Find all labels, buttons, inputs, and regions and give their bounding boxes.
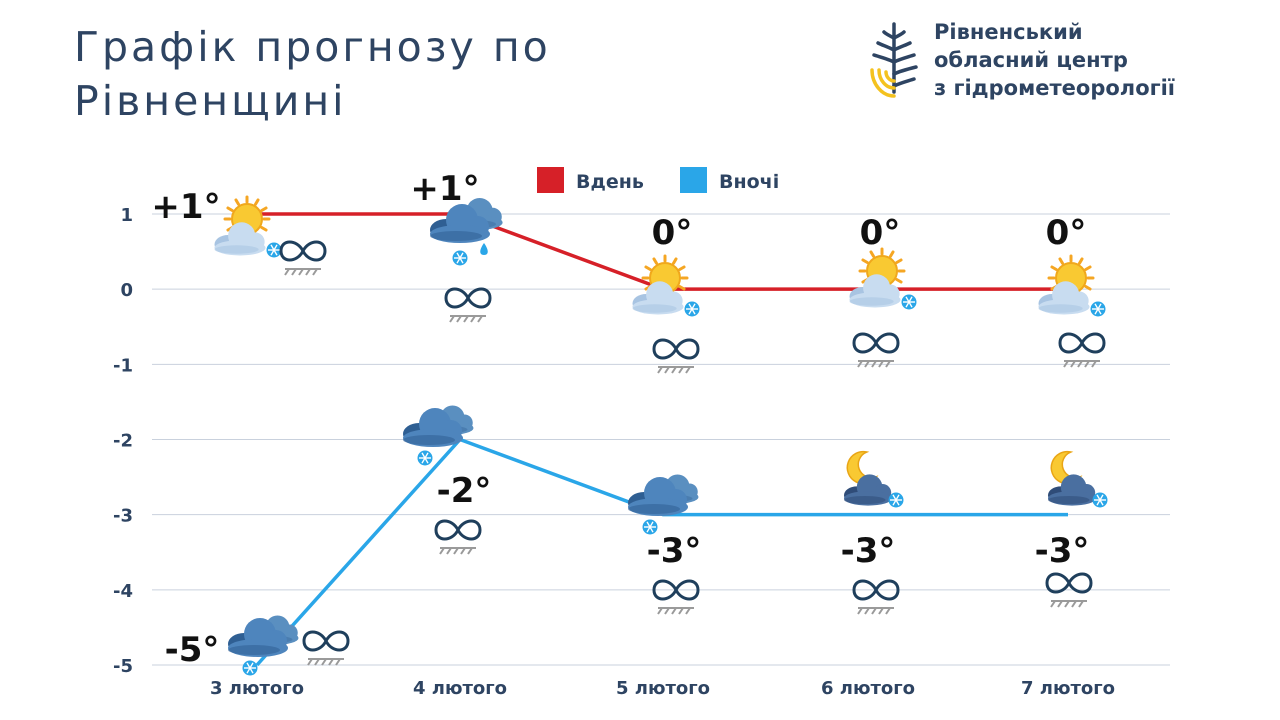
moon-cloud-snow-icon xyxy=(1048,450,1108,508)
title-line-1: Графік прогнозу по xyxy=(74,23,551,71)
data-label-day: 0° xyxy=(652,213,693,253)
y-tick-label: -1 xyxy=(113,355,133,376)
snowflake-shape xyxy=(901,294,917,310)
y-tick-label: -5 xyxy=(113,656,133,677)
org-name-line-1: Рівненський xyxy=(934,20,1083,44)
ice-road-icon xyxy=(652,338,700,374)
org-name-line-2: обласний центр xyxy=(934,48,1128,72)
data-label-day: 0° xyxy=(860,213,901,253)
cloud-shape xyxy=(214,222,266,256)
organization-name: Рівненський обласний центр з гідрометеор… xyxy=(934,18,1175,102)
sun-cloud-snow-icon xyxy=(849,247,917,310)
ice-road-icon xyxy=(279,240,327,276)
snowflake-shape xyxy=(452,250,468,266)
legend-label: Вдень xyxy=(576,171,644,193)
sun-cloud-snow-icon xyxy=(632,254,700,317)
cloud-shape xyxy=(844,474,892,506)
snowflake-shape xyxy=(1090,301,1106,317)
data-label-day: +1° xyxy=(151,187,220,227)
y-tick-label: -3 xyxy=(113,506,133,527)
cloud-shape xyxy=(632,281,684,315)
data-label-night: -3° xyxy=(1035,531,1090,571)
cloud-shape xyxy=(430,204,490,243)
ice-road-icon xyxy=(302,630,350,666)
raindrop-shape xyxy=(480,243,488,255)
snowflake-shape xyxy=(888,492,904,508)
y-tick-label: 1 xyxy=(120,205,133,226)
page-title: Графік прогнозу по Рівненщині xyxy=(74,20,551,128)
ice-road-icon xyxy=(1058,332,1106,368)
cloud-snow-icon xyxy=(228,615,299,676)
legend-label: Вночі xyxy=(719,171,779,193)
ice-road-icon xyxy=(434,519,482,555)
y-tick-label: -4 xyxy=(113,581,133,602)
y-tick-label: -2 xyxy=(113,431,133,452)
snowflake-shape xyxy=(1092,492,1108,508)
x-tick-label: 7 лютого xyxy=(1021,678,1115,699)
y-tick-label: 0 xyxy=(120,280,133,301)
data-label-night: -5° xyxy=(165,630,220,670)
cloud-shape xyxy=(403,408,463,447)
cloud-shape xyxy=(228,618,288,657)
data-label-night: -2° xyxy=(437,471,492,511)
snowflake-shape xyxy=(266,242,282,258)
sun-cloud-snow-icon xyxy=(1038,254,1106,317)
cloud-snow-icon xyxy=(628,474,699,535)
org-name-line-3: з гідрометеорології xyxy=(934,76,1175,100)
cloud-shape xyxy=(849,274,901,308)
x-tick-label: 4 лютого xyxy=(413,678,507,699)
cloud-shape xyxy=(1038,281,1090,315)
cloud-shape xyxy=(628,477,688,516)
ice-road-icon xyxy=(444,287,492,323)
data-label-day: 0° xyxy=(1046,213,1087,253)
sun-cloud-snow-icon xyxy=(214,195,282,258)
snowflake-shape xyxy=(242,660,258,676)
ice-road-icon xyxy=(1045,572,1093,608)
ice-road-icon xyxy=(652,579,700,615)
x-tick-label: 3 лютого xyxy=(210,678,304,699)
cloud-snow-icon xyxy=(403,405,474,466)
x-tick-label: 5 лютого xyxy=(616,678,710,699)
water-drop-logo-icon xyxy=(870,22,918,98)
organization-block: Рівненський обласний центр з гідрометеор… xyxy=(864,16,1264,106)
data-label-night: -3° xyxy=(647,531,702,571)
title-line-2: Рівненщині xyxy=(74,77,347,125)
cloud-rain-snow-icon xyxy=(430,197,503,266)
data-label-day: +1° xyxy=(410,169,479,209)
ice-road-icon xyxy=(852,579,900,615)
legend: Вдень Вночі xyxy=(537,167,779,193)
cloud-shape xyxy=(1048,474,1096,506)
ice-road-icon xyxy=(852,332,900,368)
legend-swatch xyxy=(680,167,707,193)
data-label-night: -3° xyxy=(841,531,896,571)
snowflake-shape xyxy=(642,519,658,535)
snowflake-shape xyxy=(417,450,433,466)
x-tick-label: 6 лютого xyxy=(821,678,915,699)
legend-swatch xyxy=(537,167,564,193)
snowflake-shape xyxy=(684,301,700,317)
moon-cloud-snow-icon xyxy=(844,450,904,508)
